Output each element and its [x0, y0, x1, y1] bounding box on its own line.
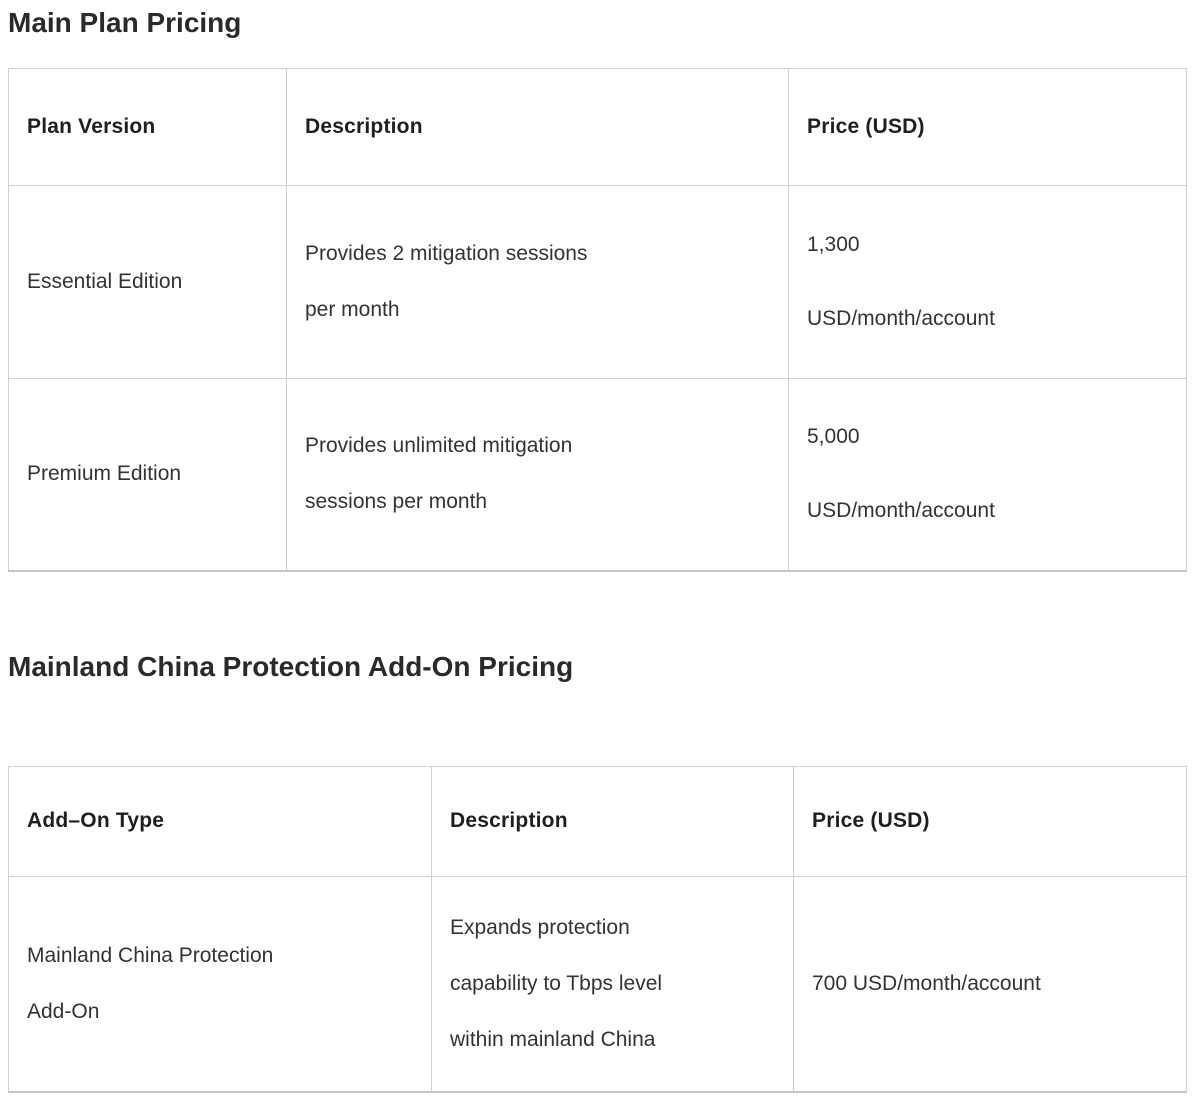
price-unit: USD/month/account: [807, 499, 995, 523]
description-line: sessions per month: [305, 490, 488, 514]
main-plan-pricing-table: Plan Version Description Price (USD) Ess…: [8, 68, 1187, 572]
plan-name: Premium Edition: [27, 462, 182, 486]
cell-price: 700 USD/month/account: [793, 875, 1187, 1093]
table-row-mainland-china-addon: Mainland China Protection Add-On Expands…: [8, 875, 1187, 1093]
mainland-china-addon-pricing-table: Add–On Type Description Price (USD) Main…: [8, 765, 1187, 1093]
price-amount: 5,000: [807, 425, 860, 449]
table-row-premium-edition: Premium Edition Provides unlimited mitig…: [8, 378, 1187, 571]
cell-description: Expands protection capability to Tbps le…: [431, 875, 794, 1093]
description-line: Provides 2 mitigation sessions: [305, 242, 588, 265]
cell-price: 5,000 USD/month/account: [788, 378, 1187, 571]
price-text: 700 USD/month/account: [812, 971, 1041, 995]
price-unit: USD/month/account: [807, 307, 995, 330]
plan-name: Essential Edition: [27, 270, 183, 293]
cell-plan-version: Essential Edition: [8, 185, 287, 379]
addon-type-line: Mainland China Protection: [27, 943, 274, 967]
table-header-row: Add–On Type Description Price (USD): [8, 765, 1187, 877]
description-line: within mainland China: [450, 1027, 656, 1051]
description-line: Expands protection: [450, 915, 630, 939]
column-header-addon-type: Add–On Type: [8, 765, 432, 877]
cell-description: Provides 2 mitigation sessions per month: [286, 185, 789, 379]
cell-price: 1,300 USD/month/account: [788, 185, 1187, 379]
table-row-essential-edition: Essential Edition Provides 2 mitigation …: [8, 185, 1187, 379]
description-line: per month: [305, 298, 400, 321]
column-header-description: Description: [431, 765, 794, 877]
section-title-main-plan-pricing: Main Plan Pricing: [8, 7, 242, 38]
column-header-price-usd: Price (USD): [788, 68, 1187, 186]
column-header-price-usd: Price (USD): [793, 765, 1187, 877]
cell-addon-type: Mainland China Protection Add-On: [8, 875, 432, 1093]
cell-description: Provides unlimited mitigation sessions p…: [286, 378, 789, 571]
column-header-description: Description: [286, 68, 789, 186]
cell-plan-version: Premium Edition: [8, 378, 287, 571]
section-title-mainland-china-addon-pricing: Mainland China Protection Add-On Pricing: [8, 650, 574, 682]
addon-type-line: Add-On: [27, 999, 100, 1023]
price-amount: 1,300: [807, 233, 860, 256]
description-line: capability to Tbps level: [450, 971, 663, 995]
table-header-row: Plan Version Description Price (USD): [8, 68, 1187, 186]
description-line: Provides unlimited mitigation: [305, 434, 573, 458]
column-header-plan-version: Plan Version: [8, 68, 287, 186]
